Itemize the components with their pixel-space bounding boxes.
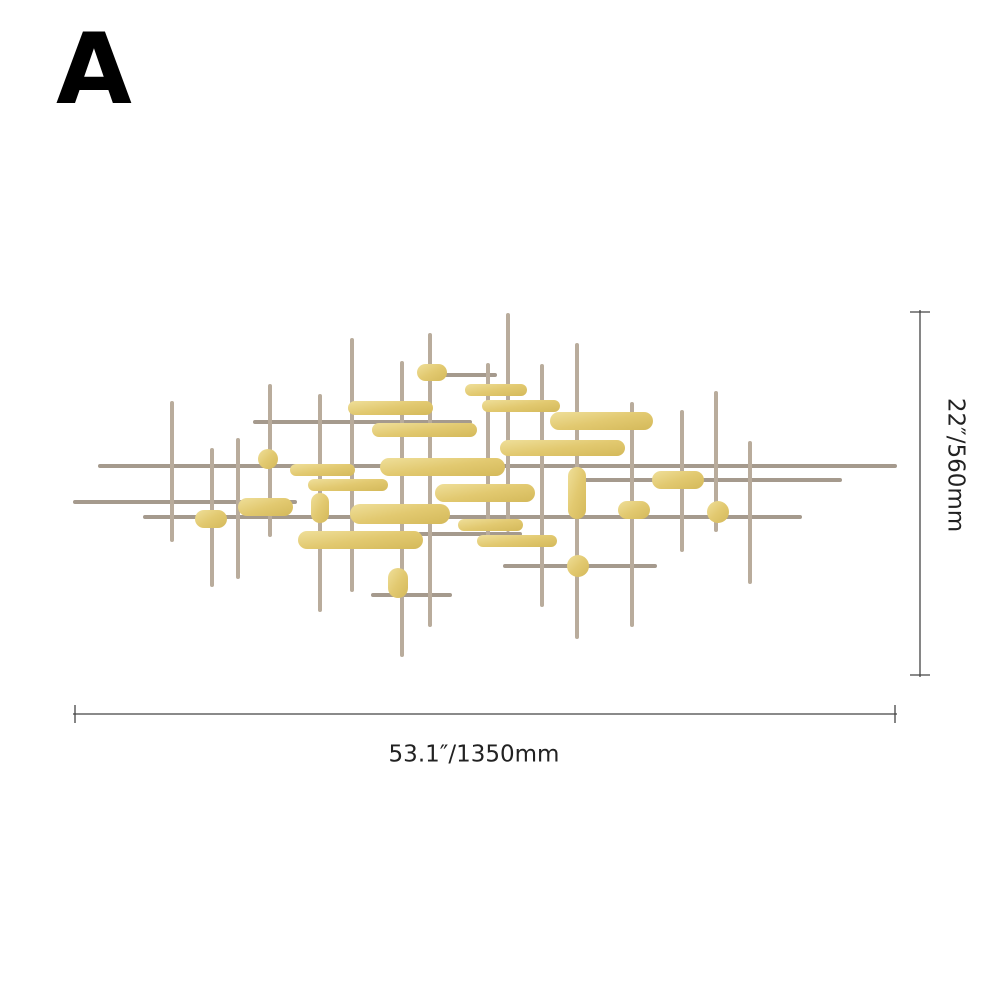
height-dimension: 22″/560mm [910, 310, 969, 677]
height-label: 22″/560mm [943, 398, 969, 532]
width-label: 53.1″/1350mm [389, 742, 560, 768]
sculpture [73, 313, 897, 657]
width-dimension: 53.1″/1350mm [73, 705, 897, 768]
variant-label: A [56, 13, 132, 127]
